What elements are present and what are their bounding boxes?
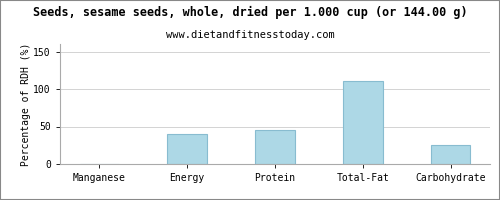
Y-axis label: Percentage of RDH (%): Percentage of RDH (%) xyxy=(20,42,30,166)
Bar xyxy=(255,130,295,164)
Bar xyxy=(168,134,207,164)
Bar xyxy=(343,81,382,164)
Text: www.dietandfitnesstoday.com: www.dietandfitnesstoday.com xyxy=(166,30,334,40)
Bar xyxy=(431,144,470,164)
Text: Seeds, sesame seeds, whole, dried per 1.000 cup (or 144.00 g): Seeds, sesame seeds, whole, dried per 1.… xyxy=(32,6,468,19)
